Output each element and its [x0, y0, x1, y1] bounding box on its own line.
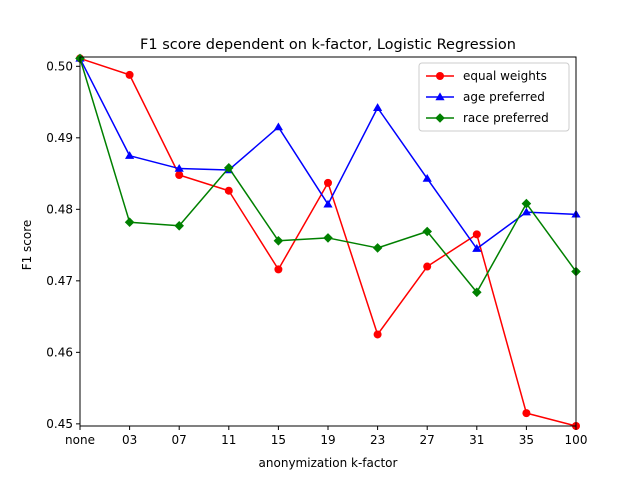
data-point: [472, 230, 481, 239]
series-race-preferred: [75, 53, 581, 298]
data-point: [224, 186, 233, 195]
x-tick-label: 07: [172, 433, 187, 447]
data-point: [422, 226, 432, 237]
y-tick-label: 0.49: [46, 131, 73, 145]
data-point: [472, 244, 482, 252]
legend-marker: [435, 113, 445, 123]
legend: equal weights age preferred race preferred: [418, 62, 570, 132]
legend-label: race preferred: [463, 111, 549, 125]
data-point: [125, 151, 135, 159]
y-tick-label: 0.45: [46, 417, 73, 431]
x-tick-label: 100: [565, 433, 588, 447]
data-point: [124, 217, 135, 227]
data-point: [472, 287, 482, 298]
legend-marker: [435, 92, 445, 101]
data-point: [273, 122, 283, 131]
data-point: [224, 163, 234, 173]
data-point: [373, 330, 382, 339]
data-point: [175, 170, 184, 179]
data-point: [423, 262, 432, 271]
y-tick-label: 0.50: [46, 59, 73, 73]
data-point: [522, 409, 531, 418]
legend-item: race preferred: [426, 111, 549, 125]
data-point: [521, 207, 531, 216]
chart-title: F1 score dependent on k-factor, Logistic…: [140, 37, 516, 53]
x-tick-label: 23: [370, 433, 385, 447]
y-tick-label: 0.46: [46, 345, 73, 359]
legend-label: age preferred: [463, 90, 545, 104]
legend-label: equal weights: [463, 69, 547, 83]
data-point: [323, 233, 333, 243]
data-point: [422, 173, 432, 182]
data-point: [372, 243, 383, 253]
data-point: [521, 198, 532, 209]
x-tick-label: 15: [271, 433, 286, 447]
x-tick-label: 11: [221, 433, 236, 447]
x-tick-label: 35: [519, 433, 534, 447]
legend-box: [418, 62, 570, 132]
plot-area: none 03 07 11 15 19 23 27 31 35 100 0.45 0.46 0.47 0.4…: [46, 53, 588, 447]
x-tick-label: 27: [420, 433, 435, 447]
x-tick-label: none: [65, 433, 95, 447]
data-point: [323, 199, 333, 208]
data-point: [174, 163, 184, 172]
y-axis-label: F1 score: [20, 220, 34, 271]
data-point: [273, 235, 284, 246]
x-tick-label: 31: [469, 433, 484, 447]
x-tick-label: 19: [320, 433, 335, 447]
legend-item: equal weights: [426, 69, 547, 83]
y-tick-label: 0.48: [46, 202, 73, 216]
data-point: [324, 178, 332, 187]
x-axis-label: anonymization k-factor: [259, 456, 398, 470]
data-point: [125, 70, 134, 79]
legend-marker: [436, 72, 444, 80]
data-point: [373, 103, 383, 111]
data-point: [174, 220, 184, 231]
x-tick-label: 03: [122, 433, 137, 447]
y-tick-label: 0.47: [46, 274, 73, 288]
data-point: [274, 265, 283, 274]
legend-item: age preferred: [426, 90, 545, 104]
